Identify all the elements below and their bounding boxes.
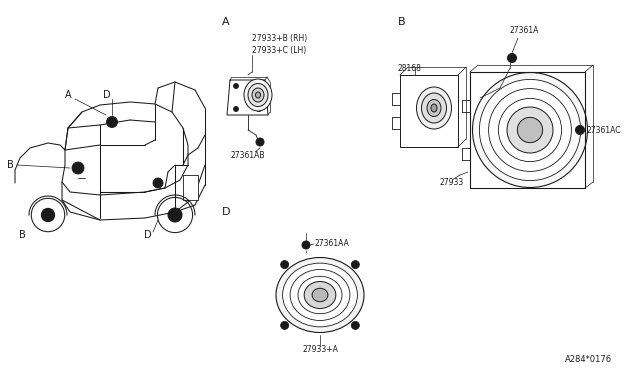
Circle shape bbox=[234, 83, 239, 89]
Ellipse shape bbox=[252, 88, 264, 102]
Ellipse shape bbox=[422, 93, 447, 123]
Text: 27361AA: 27361AA bbox=[315, 240, 350, 248]
Circle shape bbox=[304, 243, 308, 247]
Ellipse shape bbox=[255, 92, 260, 98]
Circle shape bbox=[351, 261, 359, 269]
Ellipse shape bbox=[298, 276, 342, 314]
Ellipse shape bbox=[312, 288, 328, 302]
Ellipse shape bbox=[499, 98, 562, 161]
Ellipse shape bbox=[283, 263, 357, 327]
Text: B: B bbox=[398, 17, 406, 27]
Text: 27933+C (LH): 27933+C (LH) bbox=[252, 45, 307, 55]
Ellipse shape bbox=[304, 282, 336, 308]
Ellipse shape bbox=[248, 83, 268, 106]
Circle shape bbox=[256, 138, 264, 146]
Text: B: B bbox=[19, 230, 26, 240]
Ellipse shape bbox=[488, 89, 572, 171]
Text: D: D bbox=[222, 207, 230, 217]
Text: B: B bbox=[6, 160, 13, 170]
Ellipse shape bbox=[517, 117, 543, 142]
Text: 27361A: 27361A bbox=[510, 26, 540, 35]
Circle shape bbox=[168, 208, 182, 222]
Circle shape bbox=[74, 164, 81, 171]
Text: 27933+B (RH): 27933+B (RH) bbox=[252, 33, 307, 42]
Ellipse shape bbox=[507, 107, 553, 153]
Text: 27933+A: 27933+A bbox=[302, 346, 338, 355]
Ellipse shape bbox=[276, 257, 364, 333]
Ellipse shape bbox=[427, 99, 441, 116]
Text: 27361AB: 27361AB bbox=[231, 151, 265, 160]
Circle shape bbox=[281, 321, 289, 329]
Circle shape bbox=[257, 83, 262, 89]
Circle shape bbox=[155, 180, 161, 186]
Ellipse shape bbox=[290, 269, 350, 321]
Circle shape bbox=[106, 116, 118, 128]
Text: A: A bbox=[222, 17, 230, 27]
Ellipse shape bbox=[417, 87, 451, 129]
Text: D: D bbox=[144, 230, 152, 240]
Circle shape bbox=[281, 261, 289, 269]
Text: 27933: 27933 bbox=[440, 177, 464, 186]
Text: 27361AC: 27361AC bbox=[587, 125, 621, 135]
Circle shape bbox=[234, 106, 239, 112]
Ellipse shape bbox=[479, 79, 580, 180]
Circle shape bbox=[109, 119, 115, 125]
Text: D: D bbox=[103, 90, 111, 100]
Ellipse shape bbox=[431, 104, 437, 112]
Ellipse shape bbox=[244, 79, 272, 111]
Circle shape bbox=[258, 140, 262, 144]
Circle shape bbox=[42, 208, 54, 222]
Text: A284*0176: A284*0176 bbox=[565, 356, 612, 365]
Text: A: A bbox=[65, 90, 71, 100]
Circle shape bbox=[257, 106, 262, 112]
Text: 28168: 28168 bbox=[398, 64, 422, 73]
Circle shape bbox=[575, 125, 584, 135]
Circle shape bbox=[508, 54, 516, 62]
Circle shape bbox=[578, 128, 582, 132]
Ellipse shape bbox=[472, 73, 588, 187]
Circle shape bbox=[153, 178, 163, 188]
Circle shape bbox=[302, 241, 310, 249]
Circle shape bbox=[72, 162, 84, 174]
Circle shape bbox=[351, 321, 359, 329]
Bar bbox=[183, 175, 198, 200]
Circle shape bbox=[509, 55, 515, 61]
